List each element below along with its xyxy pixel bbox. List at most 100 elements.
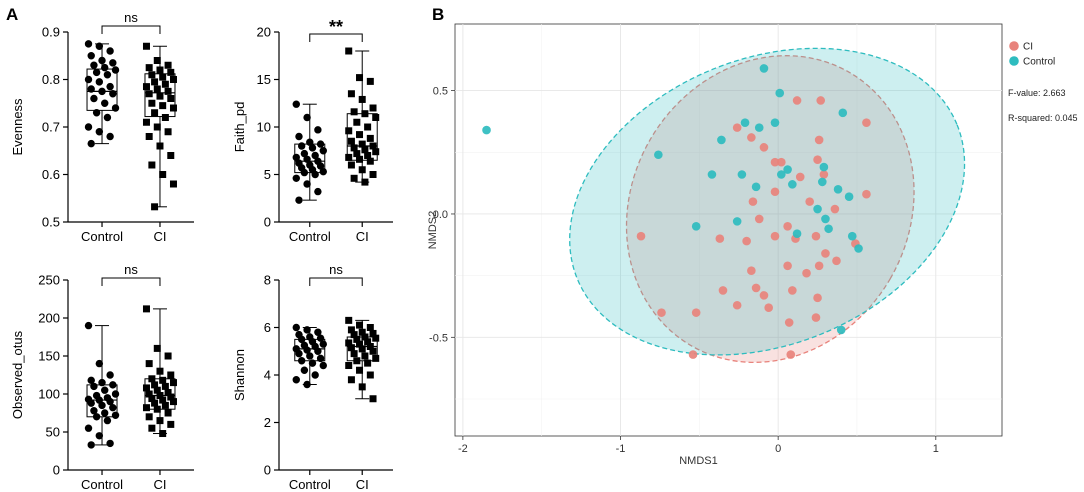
data-point-ci <box>145 413 153 421</box>
data-point-ci <box>145 64 153 72</box>
data-point-control <box>306 138 314 146</box>
confidence-ellipse-ci <box>625 55 915 364</box>
data-point-control <box>295 196 303 204</box>
sample-point-control <box>707 170 717 179</box>
data-point-control <box>84 75 93 84</box>
data-point-control <box>292 323 300 332</box>
data-point-ci <box>364 338 372 346</box>
data-point-control <box>84 40 93 48</box>
data-point-ci <box>164 87 172 95</box>
y-tick-label: 15 <box>257 72 271 87</box>
sample-point-ci <box>788 286 797 295</box>
boxplot-chart-3: 0 50 100 150 200 250 Control CI Observed_otus ns <box>10 262 194 492</box>
data-point-ci <box>364 359 372 367</box>
points-layer <box>482 64 871 359</box>
boxplot-chart-4: 0 2 4 6 8 Control CI Shannon ns <box>232 262 393 492</box>
data-point-ci <box>167 420 175 428</box>
data-point-ci <box>145 360 153 368</box>
data-point-control <box>87 52 95 60</box>
data-point-ci <box>358 345 366 353</box>
legend-marker-ci <box>1009 41 1019 51</box>
significance-bracket <box>101 25 161 34</box>
data-point-control <box>98 87 106 96</box>
data-point-control <box>87 376 95 385</box>
data-point-ci <box>169 104 177 112</box>
data-point-ci <box>159 430 167 438</box>
plot-frame <box>454 23 1003 437</box>
data-point-ci <box>345 316 353 324</box>
sample-point-ci <box>770 157 780 167</box>
data-point-control <box>314 328 322 336</box>
data-point-ci <box>358 140 366 148</box>
sample-point-control <box>821 214 830 224</box>
y-tick-label: 200 <box>38 311 60 326</box>
data-point-ci <box>153 344 161 352</box>
data-point-control <box>319 147 327 155</box>
sample-point-ci <box>862 118 871 127</box>
sample-point-ci <box>688 350 698 359</box>
sample-point-ci <box>783 261 792 271</box>
f-value-label: F-value: 2.663 <box>1008 88 1066 98</box>
data-point-ci <box>372 114 380 121</box>
data-point-control <box>295 349 303 358</box>
data-point-ci <box>142 118 150 126</box>
sample-point-ci <box>747 266 756 276</box>
sample-point-ci <box>715 234 725 243</box>
data-point-ci <box>153 85 161 93</box>
data-point-control <box>311 170 319 179</box>
data-point-ci <box>148 99 156 107</box>
sample-point-ci <box>830 204 840 214</box>
y-tick-label: 0.7 <box>42 120 60 135</box>
sample-point-ci <box>759 291 769 300</box>
sample-point-ci <box>786 350 796 359</box>
x-tick-label: CI <box>153 477 166 492</box>
data-point-ci <box>161 114 169 121</box>
data-point-ci <box>369 329 377 337</box>
x-tick-label: Control <box>289 477 331 492</box>
data-point-ci <box>167 152 175 159</box>
sample-point-control <box>819 162 829 172</box>
sample-point-ci <box>792 96 802 105</box>
data-point-ci <box>159 73 167 81</box>
data-point-control <box>101 409 109 417</box>
panel-label-b: B <box>432 5 444 24</box>
data-point-ci <box>156 417 164 425</box>
data-point-ci <box>167 68 175 76</box>
data-point-control <box>297 357 306 365</box>
data-point-ci <box>347 376 355 384</box>
data-point-ci <box>361 352 369 360</box>
data-point-ci <box>366 343 374 350</box>
data-point-ci <box>153 123 161 131</box>
sample-point-ci <box>805 197 814 206</box>
data-point-ci <box>151 399 159 407</box>
sample-point-ci <box>657 308 666 317</box>
data-point-ci <box>345 362 353 369</box>
data-point-control <box>101 63 109 72</box>
x-tick-label: CI <box>356 477 369 492</box>
sample-point-control <box>732 217 742 226</box>
data-point-ci <box>353 357 361 365</box>
data-point-ci <box>156 367 164 375</box>
data-point-ci <box>164 128 172 136</box>
x-tick-label: CI <box>356 229 369 244</box>
data-point-control <box>95 359 104 368</box>
y-tick-label: 0.9 <box>42 25 60 40</box>
y-axis-label: Faith_pd <box>232 102 247 153</box>
sample-point-control <box>691 221 701 231</box>
sample-point-control <box>654 150 663 160</box>
data-point-control <box>295 132 303 141</box>
data-point-control <box>300 366 309 374</box>
data-point-ci <box>366 77 374 85</box>
data-point-control <box>303 155 311 163</box>
y-tick-label: 150 <box>38 349 60 364</box>
data-point-ci <box>156 66 164 74</box>
sample-point-control <box>754 123 764 132</box>
x-tick-label: 1 <box>933 443 939 455</box>
data-point-control <box>84 123 93 131</box>
data-point-ci <box>345 47 353 55</box>
data-point-control <box>95 42 104 50</box>
sample-point-ci <box>777 157 786 167</box>
data-point-ci <box>145 133 153 140</box>
data-point-ci <box>347 137 355 145</box>
data-point-ci <box>361 146 369 154</box>
